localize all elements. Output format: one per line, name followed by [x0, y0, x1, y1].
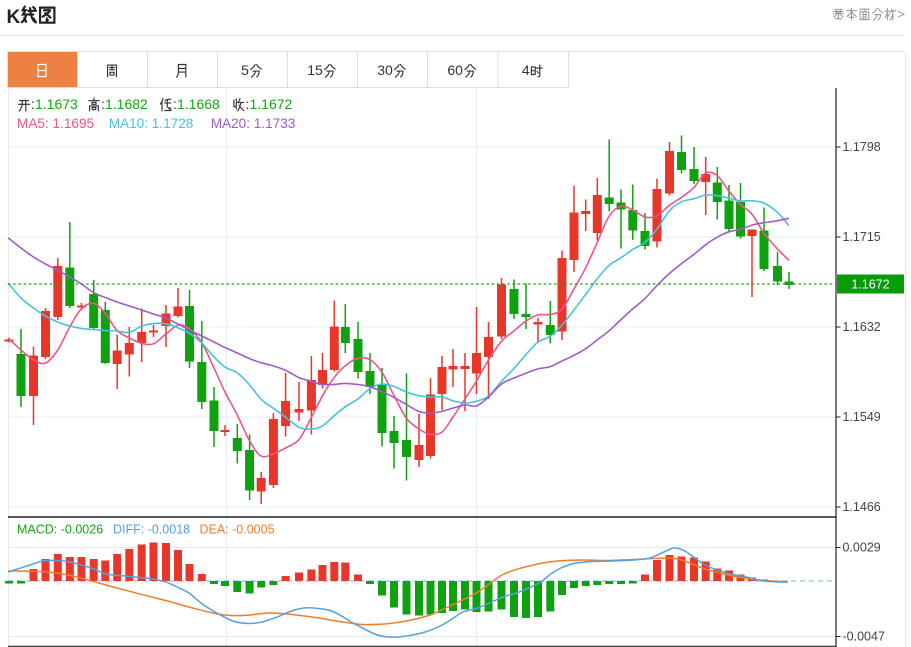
svg-text:15: 15: [307, 62, 323, 78]
svg-text:1.1668: 1.1668: [177, 96, 220, 112]
svg-text::: :: [173, 96, 177, 112]
svg-text::: :: [101, 96, 105, 112]
svg-text:1.1673: 1.1673: [35, 96, 78, 112]
svg-text:1.1466: 1.1466: [843, 500, 881, 514]
svg-text:1.1549: 1.1549: [843, 410, 881, 424]
svg-text:1.1798: 1.1798: [843, 140, 881, 154]
svg-text:>: >: [897, 7, 905, 22]
svg-text:1.1672: 1.1672: [851, 278, 889, 292]
svg-text:K: K: [7, 7, 21, 28]
svg-text:60: 60: [447, 62, 463, 78]
svg-text::: :: [246, 96, 250, 112]
svg-text:DEA: -0.0005: DEA: -0.0005: [200, 523, 275, 537]
svg-text:1.1682: 1.1682: [105, 96, 148, 112]
svg-text:0.0029: 0.0029: [843, 541, 881, 555]
svg-text:1.1672: 1.1672: [250, 96, 293, 112]
svg-text:30: 30: [377, 62, 393, 78]
svg-text:5: 5: [241, 62, 249, 78]
svg-text:1.1715: 1.1715: [843, 230, 881, 244]
svg-text::: :: [31, 96, 35, 112]
svg-text:-0.0047: -0.0047: [843, 630, 885, 644]
svg-text:MA5: 1.1695: MA5: 1.1695: [17, 116, 94, 131]
svg-text:MA10: 1.1728: MA10: 1.1728: [109, 116, 194, 131]
svg-text:MACD: -0.0026: MACD: -0.0026: [17, 523, 103, 537]
svg-text:MA20: 1.1733: MA20: 1.1733: [211, 116, 296, 131]
svg-text:DIFF: -0.0018: DIFF: -0.0018: [113, 523, 190, 537]
svg-text:1.1632: 1.1632: [843, 320, 881, 334]
svg-text:4: 4: [522, 62, 530, 78]
